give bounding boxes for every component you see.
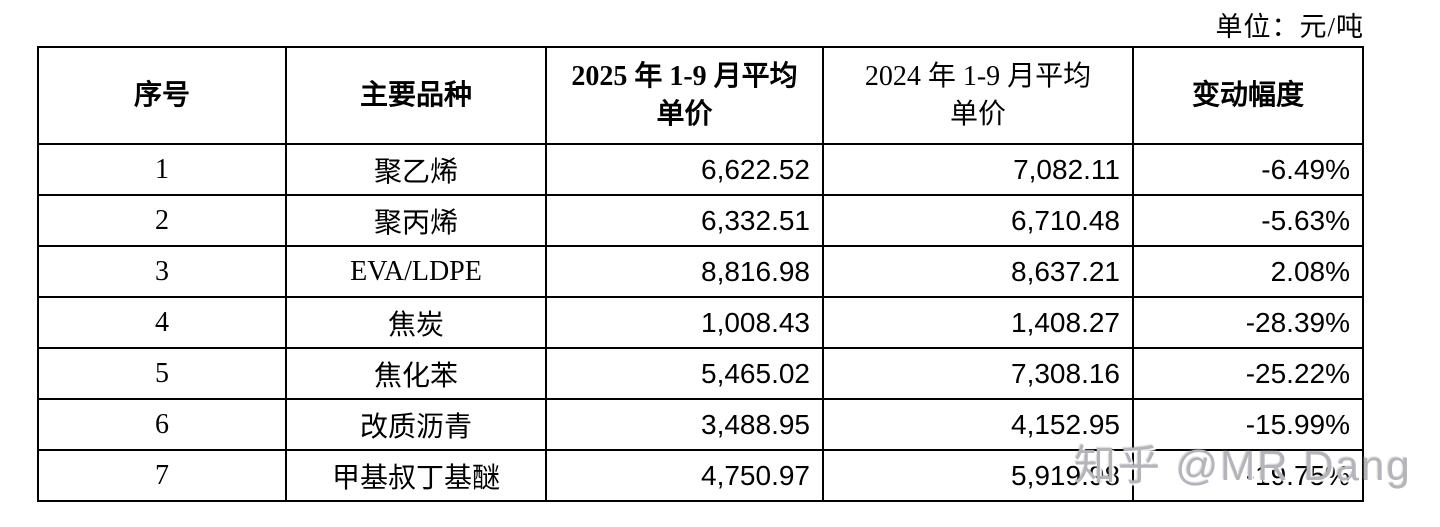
header-row: 序号 主要品种 2025 年 1-9 月平均单价 2024 年 1-9 月平均单… [37,46,1364,145]
average-price-table: 序号 主要品种 2025 年 1-9 月平均单价 2024 年 1-9 月平均单… [37,46,1364,502]
serial-number-cell: 1 [37,143,287,196]
table-row: 4 焦炭 1,008.43 1,408.27 -28.39% [37,296,1364,349]
unit-label: 单位：元/吨 [1215,12,1364,42]
header-avg-price-2025: 2025 年 1-9 月平均单价 [545,46,824,145]
table-row: 5 焦化苯 5,465.02 7,308.16 -25.22% [37,347,1364,400]
price-2025-cell: 1,008.43 [545,296,824,349]
product-cell: 聚乙烯 [285,143,547,196]
price-2024-cell: 4,152.95 [822,398,1134,451]
table-row: 2 聚丙烯 6,332.51 6,710.48 -5.63% [37,194,1364,247]
price-2024-cell: 1,408.27 [822,296,1134,349]
price-2024-cell: 6,710.48 [822,194,1134,247]
serial-number-cell: 3 [37,245,287,298]
header-avg-price-2025-text: 2025 年 1-9 月平均单价 [571,60,798,130]
table-body: 1 聚乙烯 6,622.52 7,082.11 -6.49% 2 聚丙烯 6,3… [37,143,1364,502]
price-2024-cell: 7,082.11 [822,143,1134,196]
change-rate-cell: -25.22% [1132,347,1364,400]
table-row: 7 甲基叔丁基醚 4,750.97 5,919.98 -19.75% [37,449,1364,502]
price-2025-cell: 3,488.95 [545,398,824,451]
serial-number-cell: 5 [37,347,287,400]
header-change-rate: 变动幅度 [1132,46,1364,145]
change-rate-cell: -5.63% [1132,194,1364,247]
change-rate-cell: -6.49% [1132,143,1364,196]
price-2025-cell: 6,622.52 [545,143,824,196]
product-cell: 聚丙烯 [285,194,547,247]
table-row: 1 聚乙烯 6,622.52 7,082.11 -6.49% [37,143,1364,196]
serial-number-cell: 6 [37,398,287,451]
change-rate-cell: -19.75% [1132,449,1364,502]
product-cell: 焦炭 [285,296,547,349]
price-2024-cell: 8,637.21 [822,245,1134,298]
serial-number-cell: 7 [37,449,287,502]
serial-number-cell: 2 [37,194,287,247]
table-header: 序号 主要品种 2025 年 1-9 月平均单价 2024 年 1-9 月平均单… [37,46,1364,145]
change-rate-cell: -28.39% [1132,296,1364,349]
table-row: 6 改质沥青 3,488.95 4,152.95 -15.99% [37,398,1364,451]
price-2025-cell: 4,750.97 [545,449,824,502]
change-rate-cell: -15.99% [1132,398,1364,451]
price-2024-cell: 7,308.16 [822,347,1134,400]
serial-number-cell: 4 [37,296,287,349]
header-avg-price-2024: 2024 年 1-9 月平均单价 [822,46,1134,145]
header-serial-number: 序号 [37,46,287,145]
price-2025-cell: 6,332.51 [545,194,824,247]
header-main-product: 主要品种 [285,46,547,145]
change-rate-cell: 2.08% [1132,245,1364,298]
header-avg-price-2024-text: 2024 年 1-9 月平均单价 [864,60,1092,130]
product-cell: 改质沥青 [285,398,547,451]
price-2025-cell: 8,816.98 [545,245,824,298]
table-row: 3 EVA/LDPE 8,816.98 8,637.21 2.08% [37,245,1364,298]
product-cell: 焦化苯 [285,347,547,400]
product-cell: EVA/LDPE [285,245,547,298]
price-2024-cell: 5,919.98 [822,449,1134,502]
product-cell: 甲基叔丁基醚 [285,449,547,502]
price-2025-cell: 5,465.02 [545,347,824,400]
